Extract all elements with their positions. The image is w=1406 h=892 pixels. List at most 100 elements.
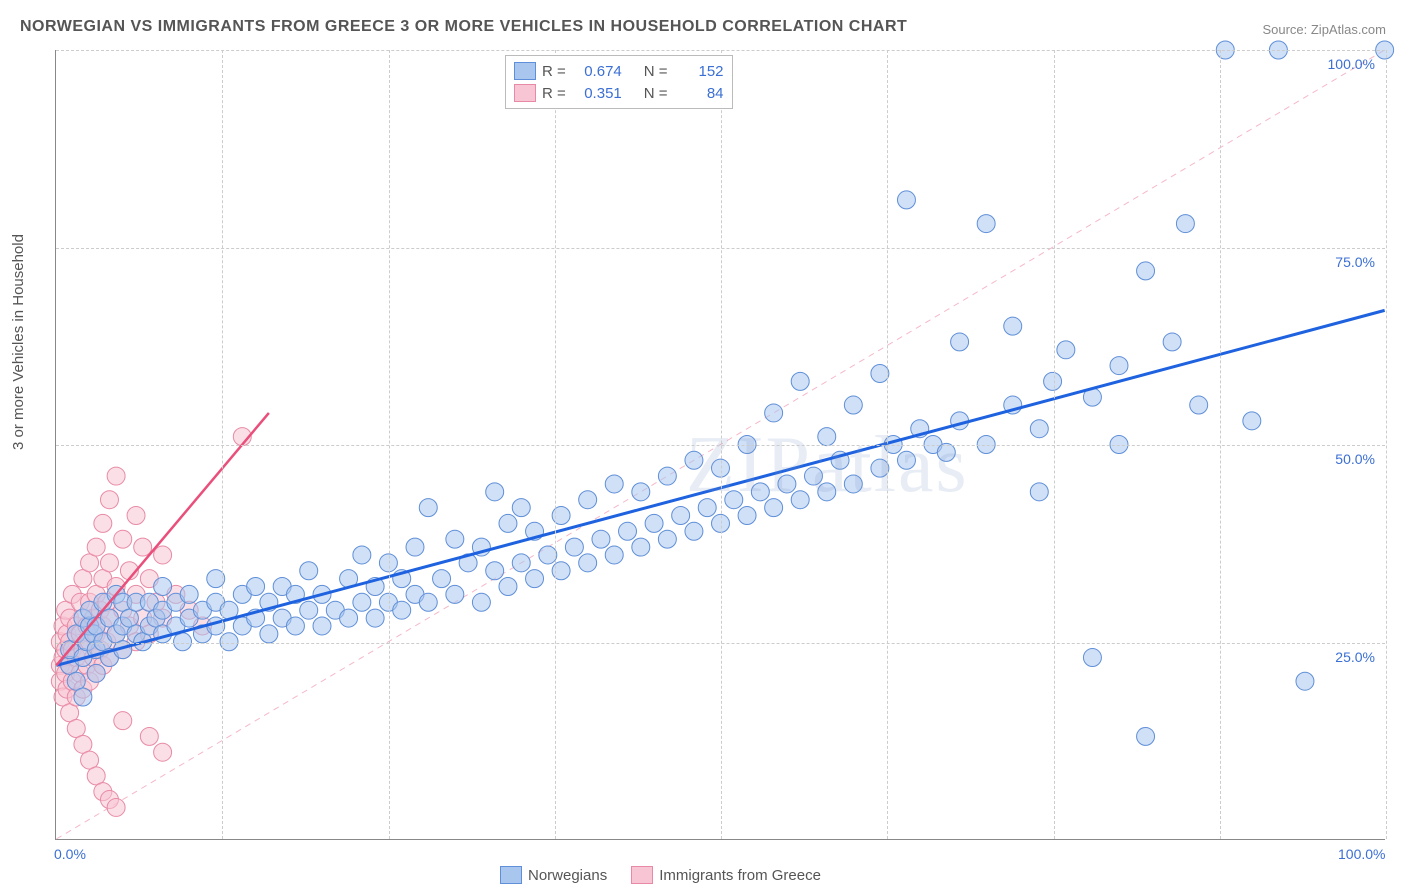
- data-point: [645, 514, 663, 532]
- gridline-v: [721, 50, 722, 839]
- source-label: Source:: [1262, 22, 1310, 37]
- stats-legend: R =0.674N =152R =0.351N =84: [505, 55, 733, 109]
- data-point: [632, 538, 650, 556]
- data-point: [353, 593, 371, 611]
- data-point: [951, 333, 969, 351]
- data-point: [134, 538, 152, 556]
- x-tick-label: 100.0%: [1338, 846, 1385, 862]
- data-point: [114, 530, 132, 548]
- data-point: [605, 546, 623, 564]
- data-point: [74, 570, 92, 588]
- x-tick-label: 0.0%: [54, 846, 86, 862]
- data-point: [1030, 483, 1048, 501]
- legend-swatch: [514, 84, 536, 102]
- data-point: [672, 507, 690, 525]
- data-point: [154, 743, 172, 761]
- stat-n-value: 152: [674, 63, 724, 80]
- data-point: [1030, 420, 1048, 438]
- data-point: [1057, 341, 1075, 359]
- data-point: [579, 491, 597, 509]
- data-point: [632, 483, 650, 501]
- data-point: [406, 538, 424, 556]
- data-point: [1243, 412, 1261, 430]
- data-point: [818, 483, 836, 501]
- data-point: [565, 538, 583, 556]
- data-point: [698, 499, 716, 517]
- data-point: [658, 530, 676, 548]
- data-point: [751, 483, 769, 501]
- chart-title: NORWEGIAN VS IMMIGRANTS FROM GREECE 3 OR…: [20, 18, 907, 36]
- source-name: ZipAtlas.com: [1311, 22, 1386, 37]
- data-point: [1296, 672, 1314, 690]
- gridline-v: [222, 50, 223, 839]
- data-point: [685, 451, 703, 469]
- stat-n-value: 84: [674, 85, 724, 102]
- data-point: [107, 798, 125, 816]
- data-point: [1083, 649, 1101, 667]
- data-point: [592, 530, 610, 548]
- data-point: [1004, 317, 1022, 335]
- gridline-v: [1386, 50, 1387, 839]
- data-point: [1190, 396, 1208, 414]
- data-point: [74, 688, 92, 706]
- data-point: [791, 372, 809, 390]
- data-point: [67, 672, 85, 690]
- data-point: [366, 609, 384, 627]
- data-point: [685, 522, 703, 540]
- stat-r-label: R =: [542, 85, 566, 102]
- data-point: [486, 483, 504, 501]
- y-tick-label: 25.0%: [1335, 649, 1375, 665]
- y-tick-label: 75.0%: [1335, 254, 1375, 270]
- source-attribution: Source: ZipAtlas.com: [1262, 22, 1386, 37]
- data-point: [340, 609, 358, 627]
- gridline-v: [1054, 50, 1055, 839]
- data-point: [61, 704, 79, 722]
- stats-row: R =0.351N =84: [514, 82, 724, 104]
- data-point: [140, 727, 158, 745]
- data-point: [765, 404, 783, 422]
- data-point: [897, 451, 915, 469]
- data-point: [499, 578, 517, 596]
- data-point: [180, 585, 198, 603]
- data-point: [486, 562, 504, 580]
- stats-row: R =0.674N =152: [514, 60, 724, 82]
- data-point: [605, 475, 623, 493]
- legend-label: Norwegians: [528, 867, 607, 884]
- data-point: [765, 499, 783, 517]
- data-point: [100, 554, 118, 572]
- data-point: [313, 617, 331, 635]
- data-point: [1110, 357, 1128, 375]
- data-point: [897, 191, 915, 209]
- legend-item: Immigrants from Greece: [631, 866, 821, 884]
- y-tick-label: 100.0%: [1328, 56, 1375, 72]
- data-point: [1176, 215, 1194, 233]
- data-point: [419, 593, 437, 611]
- data-point: [353, 546, 371, 564]
- bottom-legend: Norwegians Immigrants from Greece: [500, 866, 821, 884]
- legend-label: Immigrants from Greece: [659, 867, 821, 884]
- stat-r-value: 0.674: [572, 63, 622, 80]
- data-point: [300, 601, 318, 619]
- data-point: [433, 570, 451, 588]
- data-point: [87, 767, 105, 785]
- data-point: [107, 467, 125, 485]
- data-point: [114, 712, 132, 730]
- plot-area: ZIPatlas 25.0%50.0%75.0%100.0%0.0%100.0%: [55, 50, 1385, 840]
- data-point: [619, 522, 637, 540]
- data-point: [260, 625, 278, 643]
- data-point: [81, 751, 99, 769]
- data-point: [446, 530, 464, 548]
- data-point: [472, 593, 490, 611]
- stat-r-label: R =: [542, 63, 566, 80]
- data-point: [778, 475, 796, 493]
- legend-swatch: [514, 62, 536, 80]
- data-point: [1163, 333, 1181, 351]
- data-point: [512, 554, 530, 572]
- data-point: [120, 609, 138, 627]
- data-point: [937, 443, 955, 461]
- data-point: [87, 664, 105, 682]
- data-point: [154, 578, 172, 596]
- data-point: [94, 514, 112, 532]
- data-point: [154, 546, 172, 564]
- legend-swatch: [500, 866, 522, 884]
